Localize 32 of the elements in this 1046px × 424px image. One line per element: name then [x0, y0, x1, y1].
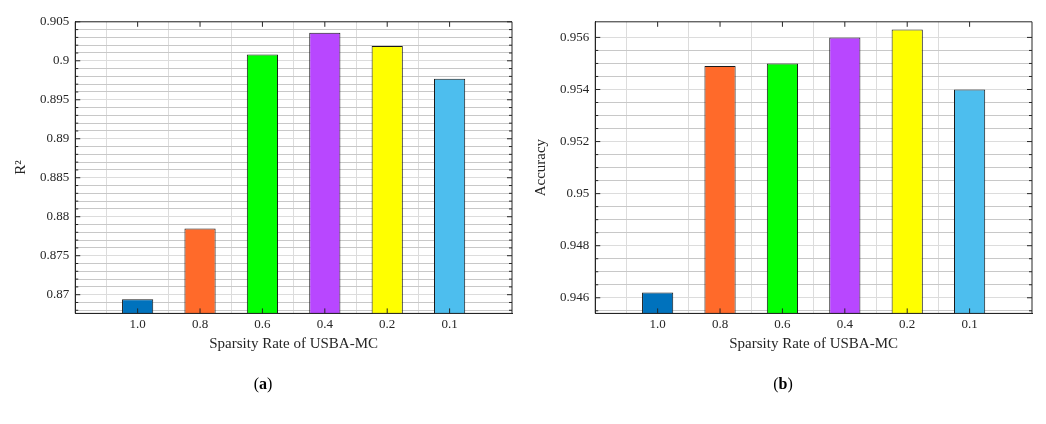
y-axis-title: R² [11, 159, 28, 175]
y-tick-label: 0.89 [46, 130, 70, 146]
x-tick-label: 1.0 [129, 315, 146, 331]
x-axis-title: Sparsity Rate of USBA-MC [209, 334, 378, 351]
x-tick-label: 0.8 [191, 315, 209, 331]
x-tick-label: 0.1 [441, 315, 458, 331]
y-tick-label: 0.952 [560, 132, 590, 148]
x-tick-label: 0.4 [836, 315, 854, 331]
y-tick-label: 0.956 [560, 28, 590, 44]
y-tick-label: 0.95 [566, 185, 590, 201]
x-tick-label: 0.2 [899, 315, 916, 331]
y-axis-title: Accuracy [531, 138, 548, 197]
y-tick-label: 0.87 [46, 286, 70, 302]
y-tick-label: 0.885 [40, 169, 70, 185]
text: (b) [773, 375, 793, 393]
x-tick-label: 1.0 [649, 315, 666, 331]
y-tick-label: 0.954 [560, 80, 590, 96]
y-tick-label: 0.9 [53, 52, 70, 68]
y-tick-label: 0.875 [40, 247, 70, 263]
y-tick-label: 0.905 [40, 13, 70, 29]
x-tick-label: 0.6 [254, 315, 272, 331]
text: (a) [253, 375, 273, 393]
x-axis-title: Sparsity Rate of USBA-MC [729, 334, 898, 351]
x-tick-label: 0.1 [961, 315, 978, 331]
y-tick-label: 0.895 [40, 91, 70, 107]
x-tick-label: 0.6 [774, 315, 792, 331]
y-tick-label: 0.946 [560, 289, 590, 305]
x-tick-label: 0.4 [316, 315, 334, 331]
x-tick-label: 0.2 [379, 315, 396, 331]
y-tick-label: 0.88 [46, 208, 70, 224]
y-tick-label: 0.948 [560, 237, 590, 253]
x-tick-label: 0.8 [711, 315, 729, 331]
